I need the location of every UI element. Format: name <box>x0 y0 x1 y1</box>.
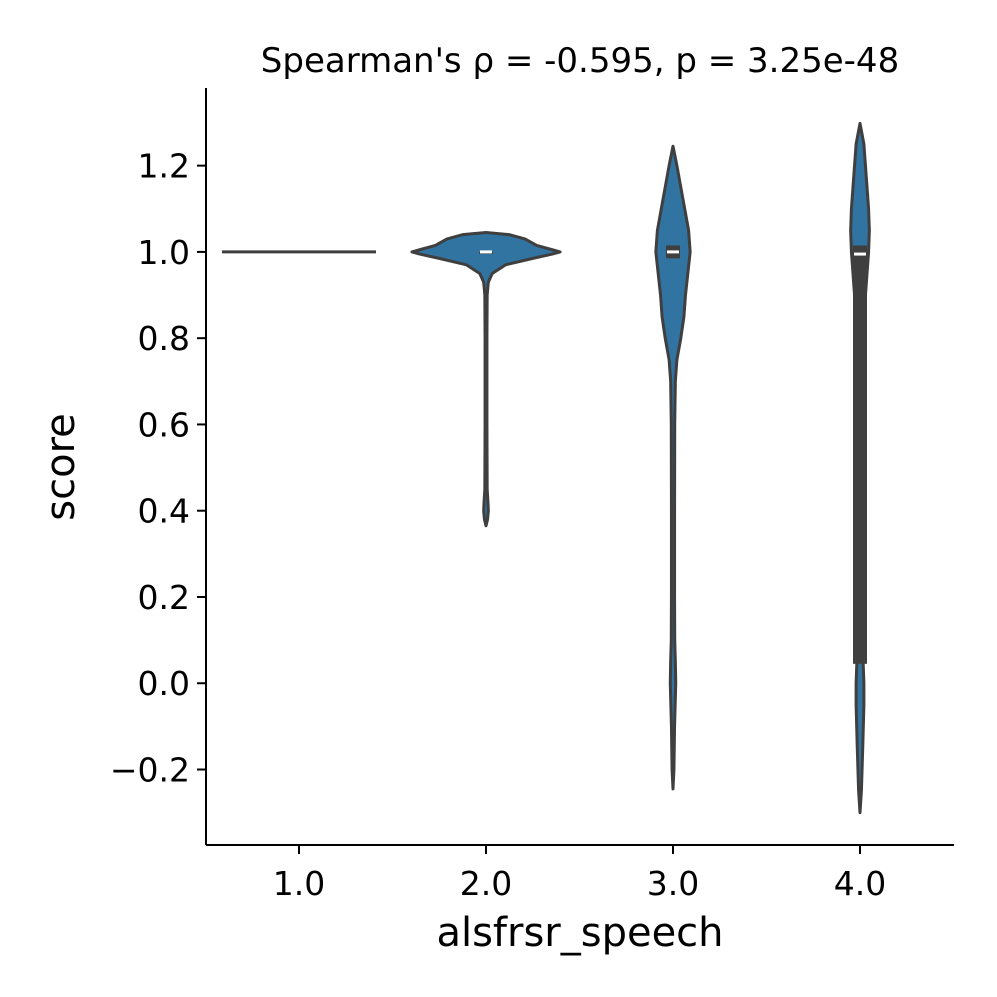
violin-body <box>654 144 692 791</box>
y-axis: −0.2 0.0 0.2 0.4 0.6 0.8 1.0 1.2 <box>110 88 207 845</box>
chart-title: Spearman's ρ = -0.595, p = 3.25e-48 <box>261 41 899 81</box>
y-tick-label: 0.0 <box>138 664 190 703</box>
violin-median <box>480 250 492 254</box>
x-axis: 1.0 2.0 3.0 4.0 <box>206 844 954 903</box>
violin-median <box>854 252 866 256</box>
x-tick-label: 2.0 <box>460 864 512 903</box>
y-tick-label: 1.2 <box>138 147 190 186</box>
violin-body <box>410 231 562 528</box>
violin-median <box>667 250 679 254</box>
y-tick-label: 0.6 <box>138 405 190 444</box>
y-tick-label: 0.2 <box>138 578 190 617</box>
y-tick-label: −0.2 <box>110 751 190 790</box>
x-axis-label: alsfrsr_speech <box>436 910 723 956</box>
y-tick-label: 1.0 <box>138 233 190 272</box>
x-tick-label: 1.0 <box>273 864 325 903</box>
violin-2.0 <box>410 231 562 528</box>
x-tick-label: 3.0 <box>647 864 699 903</box>
violin-4.0 <box>849 121 871 815</box>
x-tick-label: 4.0 <box>834 864 886 903</box>
violins-group <box>222 121 871 815</box>
y-tick-label: 0.8 <box>138 319 190 358</box>
y-axis-label: score <box>38 413 84 520</box>
violin-iqr-box <box>853 245 867 664</box>
y-tick-label: 0.4 <box>138 492 190 531</box>
violin-3.0 <box>654 144 692 791</box>
